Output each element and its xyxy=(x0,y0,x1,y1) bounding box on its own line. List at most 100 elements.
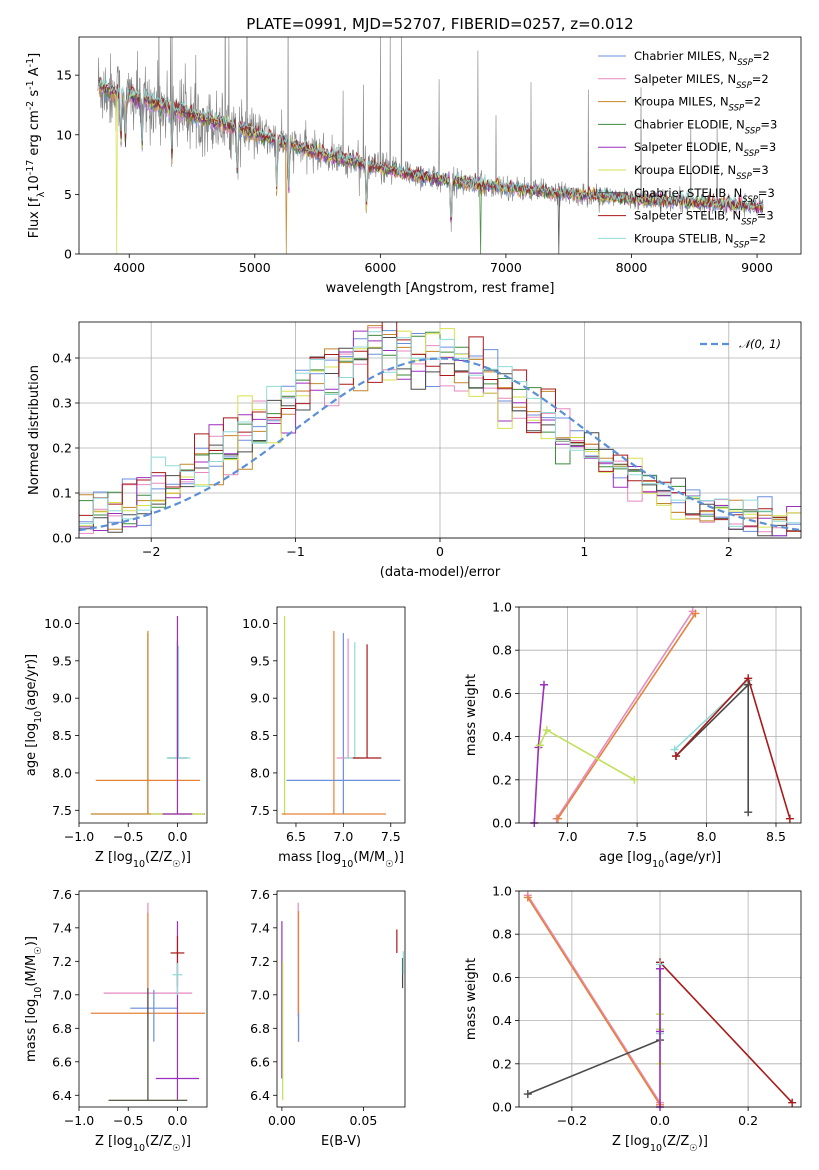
spectrum-model-8 xyxy=(98,75,764,218)
y-tick-label: 8.5 xyxy=(250,728,270,743)
series-marker xyxy=(744,674,753,683)
y-tick-label: 5 xyxy=(64,187,72,202)
x-tick-label: 0 xyxy=(436,544,444,559)
legend-label: Salpeter ELODIE, NSSP=3 xyxy=(634,140,776,159)
age-vs-Z-xlabel: Z [log10(Z/Z☉)] xyxy=(95,850,191,870)
mass-vs-Z-ylabel: mass [log10(M/M☉)] xyxy=(24,936,44,1062)
mass-vs-Z-points xyxy=(90,902,206,1101)
y-tick-label: 6.8 xyxy=(52,1021,72,1036)
residuals-axes: −2 −1 0 1 2 0.0 0.1 0.2 0.3 0.4 xyxy=(52,322,801,559)
mass-vs-Z-frame xyxy=(78,890,208,1108)
massweight-vs-age-ylabel: mass weight xyxy=(464,674,479,756)
y-tick-label: 15 xyxy=(56,68,72,83)
spectrum-model-5 xyxy=(98,80,764,254)
x-tick-label: 7000 xyxy=(490,260,522,275)
y-tick-label: 9.5 xyxy=(250,653,270,668)
legend-label: Kroupa STELIB, NSSP=2 xyxy=(634,231,766,250)
age-vs-Z-axes: −1.0 −0.5 0.0 7.5 8.0 8.5 9.0 9.5 10.0 xyxy=(44,616,187,844)
massweight-vs-Z-xlabel: Z [log10(Z/Z☉)] xyxy=(612,1134,708,1154)
y-tick-label: 9.0 xyxy=(52,691,72,706)
y-tick-label: 0.0 xyxy=(492,816,512,831)
spectrum-frame xyxy=(78,36,802,255)
y-tick-label: 7.5 xyxy=(52,803,72,818)
y-tick-label: 0.1 xyxy=(52,486,72,501)
y-tick-label: 9.0 xyxy=(250,691,270,706)
residuals-ylabel: Normed distribution xyxy=(27,365,42,495)
x-tick-label: 2 xyxy=(725,544,733,559)
mass-vs-Z-axes: −1.0 −0.5 0.0 6.4 6.6 6.8 7.0 7.2 7.4 7.6 xyxy=(52,887,187,1128)
x-tick-label: 0.2 xyxy=(738,1113,758,1128)
age-vs-Z-points xyxy=(90,615,206,815)
x-tick-label: 6000 xyxy=(364,260,396,275)
y-tick-label: 0.2 xyxy=(492,772,512,787)
x-tick-label: 0.05 xyxy=(349,1113,377,1128)
series-marker xyxy=(553,814,562,823)
series-marker xyxy=(630,775,639,784)
series-marker xyxy=(788,1098,797,1107)
y-tick-label: 1.0 xyxy=(492,600,512,615)
y-tick-label: 6.6 xyxy=(52,1054,72,1069)
normal-curve xyxy=(79,357,801,532)
age-vs-Z-frame xyxy=(78,606,208,824)
legend-label: Chabrier STELIB, NSSP=3 xyxy=(634,186,775,205)
y-tick-label: 0 xyxy=(64,247,72,262)
series-marker xyxy=(691,609,700,618)
y-tick-label: 7.0 xyxy=(250,987,270,1002)
y-tick-label: 0.4 xyxy=(52,351,72,366)
y-tick-label: 0.6 xyxy=(492,686,512,701)
series-marker xyxy=(535,741,544,750)
x-tick-label: 6.5 xyxy=(286,829,306,844)
mass-vs-EBV-frame xyxy=(276,890,406,1108)
y-tick-label: 7.4 xyxy=(52,920,72,935)
mass-vs-Z-xlabel: Z [log10(Z/Z☉)] xyxy=(95,1134,191,1154)
x-tick-label: −0.2 xyxy=(557,1113,587,1128)
x-tick-label: −1.0 xyxy=(64,829,94,844)
series-marker xyxy=(540,680,549,689)
x-tick-label: −1.0 xyxy=(64,1113,94,1128)
x-tick-label: 9000 xyxy=(741,260,773,275)
series-line xyxy=(533,684,545,824)
residual-hist-7 xyxy=(79,322,801,538)
legend-label: 𝒩(0, 1) xyxy=(739,337,781,351)
massweight-vs-age-frame xyxy=(518,606,802,824)
y-tick-label: 0.6 xyxy=(492,970,512,985)
series-line xyxy=(527,897,661,1106)
series-marker xyxy=(523,893,532,902)
y-tick-label: 7.2 xyxy=(52,954,72,969)
massweight-vs-Z-axes: −0.2 0.0 0.2 0.0 0.2 0.4 0.6 0.8 1.0 xyxy=(492,884,801,1128)
legend-label: Kroupa ELODIE, NSSP=3 xyxy=(634,163,769,182)
age-vs-mass-frame xyxy=(276,606,406,824)
y-tick-label: 8.0 xyxy=(250,765,270,780)
x-tick-label: 7.0 xyxy=(333,829,353,844)
y-tick-label: 6.6 xyxy=(250,1054,270,1069)
legend-label: Chabrier MILES, NSSP=2 xyxy=(634,49,770,68)
mass-vs-EBV-xlabel: E(B-V) xyxy=(321,1134,361,1149)
legend-label: Kroupa MILES, NSSP=2 xyxy=(634,95,761,114)
legend-label: Salpeter MILES, NSSP=2 xyxy=(634,72,769,91)
x-tick-label: −0.5 xyxy=(113,829,143,844)
x-tick-label: 0.0 xyxy=(650,1113,670,1128)
x-tick-label: 5000 xyxy=(239,260,271,275)
age-vs-Z-ylabel: age [log10(age/yr)] xyxy=(24,654,44,776)
spectrum-axes: 4000 5000 6000 7000 8000 9000 0 5 10 15 xyxy=(56,68,773,275)
y-tick-label: 8.0 xyxy=(52,765,72,780)
massweight-vs-Z-frame xyxy=(518,890,802,1108)
y-tick-label: 7.2 xyxy=(250,954,270,969)
x-tick-label: −1 xyxy=(286,544,304,559)
y-tick-label: 7.5 xyxy=(250,803,270,818)
x-tick-label: 0.0 xyxy=(168,829,188,844)
y-tick-label: 10.0 xyxy=(44,616,72,631)
series-line xyxy=(659,961,793,1104)
y-tick-label: 7.6 xyxy=(250,887,270,902)
mass-vs-EBV-points xyxy=(281,902,404,1101)
spectrum-xlabel: wavelength [Angstrom, rest frame] xyxy=(326,281,555,296)
series-line xyxy=(675,682,750,813)
massweight-vs-age-xlabel: age [log10(age/yr)] xyxy=(599,850,721,870)
x-tick-label: −2 xyxy=(142,544,160,559)
series-marker xyxy=(523,1090,532,1099)
residual-legend: 𝒩(0, 1) xyxy=(700,337,781,351)
figure-title: PLATE=0991, MJD=52707, FIBERID=0257, z=0… xyxy=(246,15,633,33)
y-tick-label: 0.4 xyxy=(492,729,512,744)
x-tick-label: 8.0 xyxy=(697,829,717,844)
y-tick-label: 10 xyxy=(56,127,72,142)
